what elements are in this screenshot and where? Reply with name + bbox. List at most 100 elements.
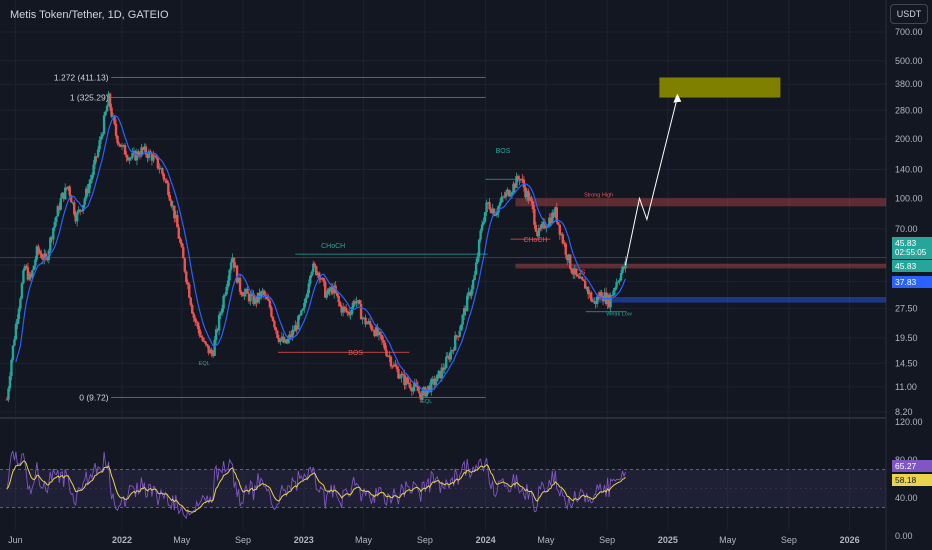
candle-body — [214, 329, 218, 340]
candle-body — [306, 293, 309, 299]
candle-body — [521, 178, 524, 180]
x-tick-label: May — [537, 535, 555, 545]
candle-body — [135, 151, 139, 161]
candle-body — [503, 196, 506, 198]
candle-body — [228, 269, 231, 281]
candle-body — [231, 257, 234, 263]
candle-body — [318, 272, 321, 279]
candle-body — [204, 341, 207, 345]
y-tick-label: 280.00 — [895, 105, 923, 115]
candle-body — [512, 183, 515, 193]
candle-body — [286, 338, 290, 344]
candle-body — [322, 278, 325, 282]
candle-body — [416, 386, 420, 392]
candle-body — [588, 292, 591, 295]
candle-body — [312, 263, 315, 272]
candle-body — [607, 294, 611, 308]
candle-body — [364, 317, 367, 325]
candle-body — [268, 300, 272, 308]
candle-body — [267, 299, 270, 301]
candle-body — [474, 262, 478, 275]
candle-body — [338, 302, 342, 307]
candle-body — [194, 317, 197, 322]
candle-body — [598, 292, 602, 299]
x-tick-label: May — [719, 535, 737, 545]
candle-body — [454, 335, 457, 351]
candle-body — [549, 217, 553, 224]
candle-body — [413, 382, 417, 387]
currency-button[interactable]: USDT — [890, 4, 928, 24]
candle-body — [462, 308, 466, 315]
candle-body — [347, 311, 351, 315]
candle-body — [44, 253, 48, 259]
x-tick-label: Sep — [235, 535, 251, 545]
candle-body — [113, 115, 116, 124]
candle-body — [418, 391, 421, 394]
candle-body — [430, 379, 433, 392]
candle-body — [561, 234, 564, 244]
candle-body — [186, 282, 189, 285]
candle-body — [482, 221, 485, 225]
candle-body — [132, 151, 136, 153]
candle-body — [55, 216, 58, 223]
candle-body — [601, 298, 605, 301]
candle-body — [350, 307, 354, 315]
candle-body — [380, 335, 384, 341]
candle-body — [407, 382, 411, 385]
candle-body — [43, 253, 46, 260]
structure-label: Weak Low — [606, 312, 632, 318]
candle-body — [480, 224, 484, 231]
y-tick-label: 140.00 — [895, 165, 923, 175]
candle-body — [294, 325, 297, 332]
candle-body — [295, 325, 299, 330]
candle-body — [13, 339, 16, 346]
candle-body — [406, 377, 409, 383]
candle-body — [569, 254, 572, 269]
candle-body — [40, 253, 43, 259]
candle-body — [241, 294, 245, 297]
candle-body — [80, 210, 83, 212]
candle-body — [195, 321, 198, 323]
y-tick-label: 11.00 — [895, 382, 917, 392]
candle-body — [89, 179, 92, 184]
candle-body — [10, 359, 13, 377]
candle-body — [264, 295, 267, 297]
candle-body — [400, 373, 403, 378]
candle-body — [395, 366, 399, 369]
candle-body — [49, 237, 52, 251]
candle-body — [583, 281, 587, 289]
x-tick-label: May — [355, 535, 373, 545]
candle-body — [182, 247, 185, 259]
candle-body — [310, 271, 313, 276]
last-price-badge: 45.83 02:55:05 — [892, 237, 932, 259]
candle-body — [604, 292, 608, 305]
candle-body — [368, 321, 372, 325]
candle-body — [422, 387, 426, 391]
candle-body — [412, 386, 415, 392]
candle-body — [586, 286, 590, 295]
candle-body — [321, 278, 324, 280]
candle-body — [28, 273, 31, 280]
candle-body — [421, 390, 424, 400]
candle-body — [591, 300, 594, 302]
candle-body — [255, 297, 258, 303]
projection-path — [625, 97, 678, 266]
candle-body — [464, 308, 467, 312]
candle-body — [401, 373, 405, 375]
structure-label: CHoCH — [321, 243, 345, 250]
candle-body — [38, 250, 42, 254]
y-tick-label: 500.00 — [895, 56, 923, 66]
candle-body — [616, 281, 620, 283]
candle-body — [546, 225, 550, 228]
candle-body — [367, 321, 370, 324]
last-price-label: 45.83 — [895, 238, 917, 248]
candle-body — [259, 291, 263, 299]
candle-body — [276, 330, 279, 338]
candle-body — [252, 293, 255, 305]
candle-body — [225, 286, 228, 295]
candle-body — [129, 157, 133, 159]
candle-body — [131, 152, 134, 158]
candle-body — [419, 393, 423, 400]
candle-body — [77, 209, 80, 213]
